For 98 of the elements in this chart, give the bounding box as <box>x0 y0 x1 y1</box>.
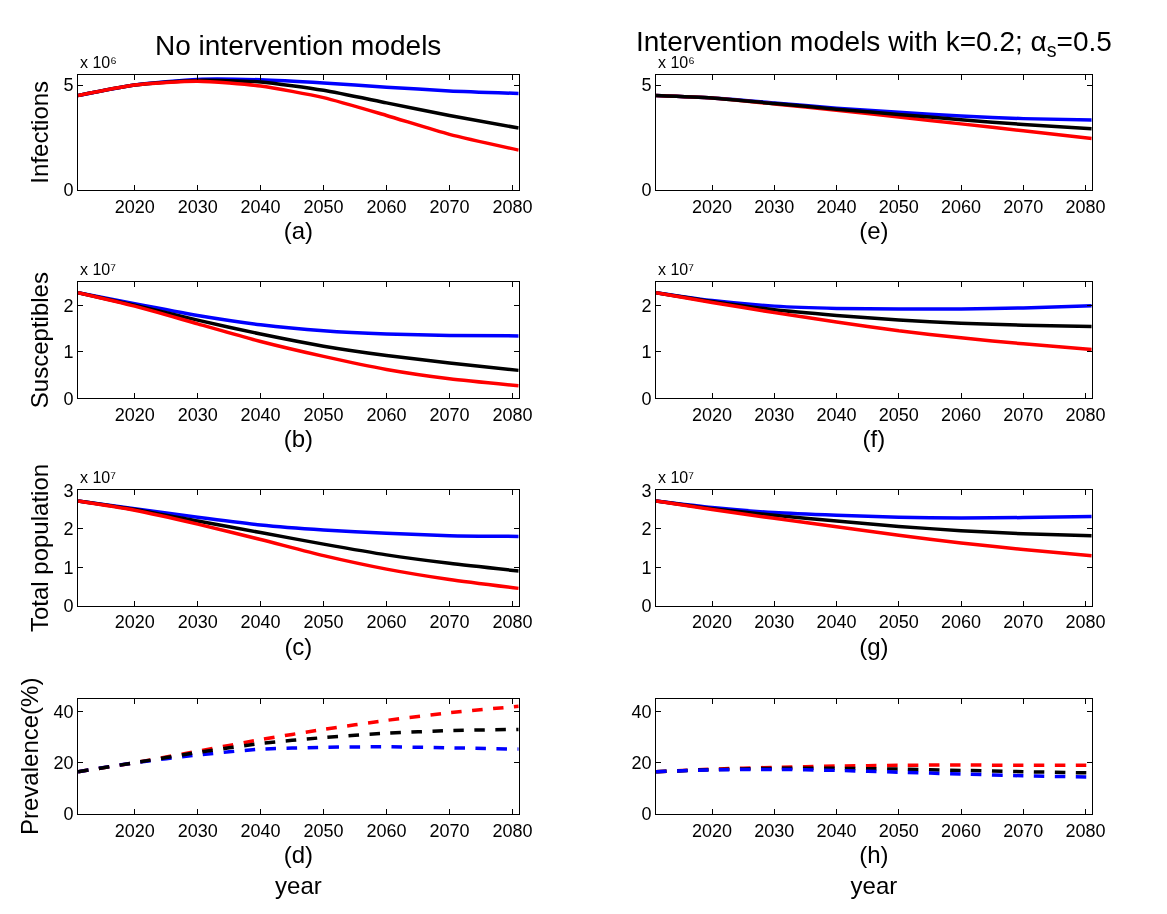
y-tick-label: 2 <box>63 295 74 316</box>
y-tick-label: 1 <box>63 557 74 578</box>
x-tick-label: 2040 <box>816 404 857 425</box>
x-tick-label: 2080 <box>1065 612 1106 633</box>
x-tick-label: 2040 <box>240 196 281 217</box>
text: x 10⁷ <box>80 469 117 486</box>
x-tick-label: 2040 <box>816 612 857 633</box>
x-axis-title: (a) <box>283 216 314 244</box>
x-tick-label: 2030 <box>754 612 795 633</box>
y-tick-label: 20 <box>631 753 652 774</box>
x-tick-label: 2030 <box>754 196 795 217</box>
y-tick-label: 1 <box>63 342 74 363</box>
x-tick-label: 2060 <box>941 612 982 633</box>
x-tick-label: 2070 <box>1003 404 1044 425</box>
y-tick-label: 40 <box>631 701 652 722</box>
x-axis-title: (g) <box>859 632 889 660</box>
y-tick-label: 5 <box>63 75 74 96</box>
y-tick-label: 2 <box>641 519 652 540</box>
x-axis-title: (f) <box>862 425 886 453</box>
y-tick-label: 0 <box>63 388 74 409</box>
x-tick-label: 2030 <box>177 820 218 841</box>
x-tick-label: 2070 <box>1003 196 1044 217</box>
x-tick-label: 2030 <box>177 404 218 425</box>
x-tick-label: 2060 <box>941 820 982 841</box>
x-tick-label: 2040 <box>240 612 281 633</box>
x-tick-label: 2080 <box>1065 196 1106 217</box>
x-tick-label: 2020 <box>114 404 155 425</box>
x-tick-label: 2020 <box>692 612 733 633</box>
y-axis-title: Total population <box>25 463 53 633</box>
x-tick-label: 2030 <box>177 196 218 217</box>
x-tick-label: 2030 <box>177 612 218 633</box>
x-tick-label: 2060 <box>941 196 982 217</box>
x-tick-label: 2050 <box>303 196 344 217</box>
x-tick-label: 2020 <box>114 820 155 841</box>
x-tick-label: 2040 <box>240 404 281 425</box>
x-tick-label: 2070 <box>429 612 470 633</box>
x-tick-label: 2070 <box>1003 612 1044 633</box>
x-tick-label: 2050 <box>303 612 344 633</box>
y-tick-label: 0 <box>641 180 652 201</box>
x-axis-title: (d) year <box>275 840 322 900</box>
x-tick-label: 2060 <box>366 820 407 841</box>
x-axis-title: (b) <box>283 425 314 453</box>
text: x 10⁷ <box>658 469 695 486</box>
x-axis-title: (h) year <box>850 840 898 900</box>
y-tick-label: 0 <box>641 595 652 616</box>
x-tick-label: 2070 <box>429 404 470 425</box>
x-tick-label: 2050 <box>878 820 919 841</box>
text: x 10⁶ <box>80 54 117 71</box>
text: x 10⁷ <box>658 261 695 278</box>
text: x 10⁷ <box>80 261 117 278</box>
x-tick-label: 2060 <box>941 404 982 425</box>
x-tick-label: 2030 <box>754 820 795 841</box>
y-tick-label: 0 <box>641 804 652 825</box>
y-axis-title: Susceptibles <box>25 272 53 409</box>
x-tick-label: 2070 <box>429 820 470 841</box>
y-tick-label: 0 <box>63 595 74 616</box>
y-tick-label: 5 <box>641 75 652 96</box>
y-tick-label: 3 <box>63 480 74 501</box>
y-tick-label: 0 <box>63 804 74 825</box>
x-tick-label: 2070 <box>429 196 470 217</box>
x-tick-label: 2030 <box>754 404 795 425</box>
x-tick-label: 2070 <box>1003 820 1044 841</box>
x-tick-label: 2020 <box>114 612 155 633</box>
y-tick-label: 1 <box>641 342 652 363</box>
x-tick-label: 2020 <box>114 196 155 217</box>
x-tick-label: 2040 <box>240 820 281 841</box>
x-tick-label: 2080 <box>492 196 533 217</box>
x-tick-label: 2020 <box>692 820 733 841</box>
x-tick-label: 2050 <box>303 404 344 425</box>
x-tick-label: 2080 <box>492 820 533 841</box>
y-tick-label: 40 <box>53 701 74 722</box>
x-tick-label: 2080 <box>492 612 533 633</box>
x-axis-title: (c) <box>284 632 313 660</box>
y-tick-label: 1 <box>641 557 652 578</box>
x-tick-label: 2020 <box>692 404 733 425</box>
y-tick-label: 20 <box>53 753 74 774</box>
x-tick-label: 2040 <box>816 820 857 841</box>
x-tick-label: 2060 <box>366 612 407 633</box>
y-tick-label: 2 <box>63 519 74 540</box>
x-tick-label: 2060 <box>366 404 407 425</box>
x-tick-label: 2060 <box>366 196 407 217</box>
y-axis-title: Prevalence(%) <box>15 677 43 836</box>
x-tick-label: 2080 <box>1065 404 1106 425</box>
x-tick-label: 2080 <box>1065 820 1106 841</box>
y-tick-label: 3 <box>641 480 652 501</box>
x-tick-label: 2050 <box>878 196 919 217</box>
chart-title: No intervention models <box>155 30 442 61</box>
x-tick-label: 2050 <box>878 404 919 425</box>
x-tick-label: 2050 <box>878 612 919 633</box>
y-tick-label: 0 <box>641 388 652 409</box>
y-tick-label: 0 <box>63 180 74 201</box>
x-axis-title: (e) <box>859 216 889 244</box>
x-tick-label: 2050 <box>303 820 344 841</box>
y-tick-label: 2 <box>641 295 652 316</box>
y-axis-title: Infections <box>25 80 53 184</box>
x-tick-label: 2040 <box>816 196 857 217</box>
x-tick-label: 2020 <box>692 196 733 217</box>
x-tick-label: 2080 <box>492 404 533 425</box>
